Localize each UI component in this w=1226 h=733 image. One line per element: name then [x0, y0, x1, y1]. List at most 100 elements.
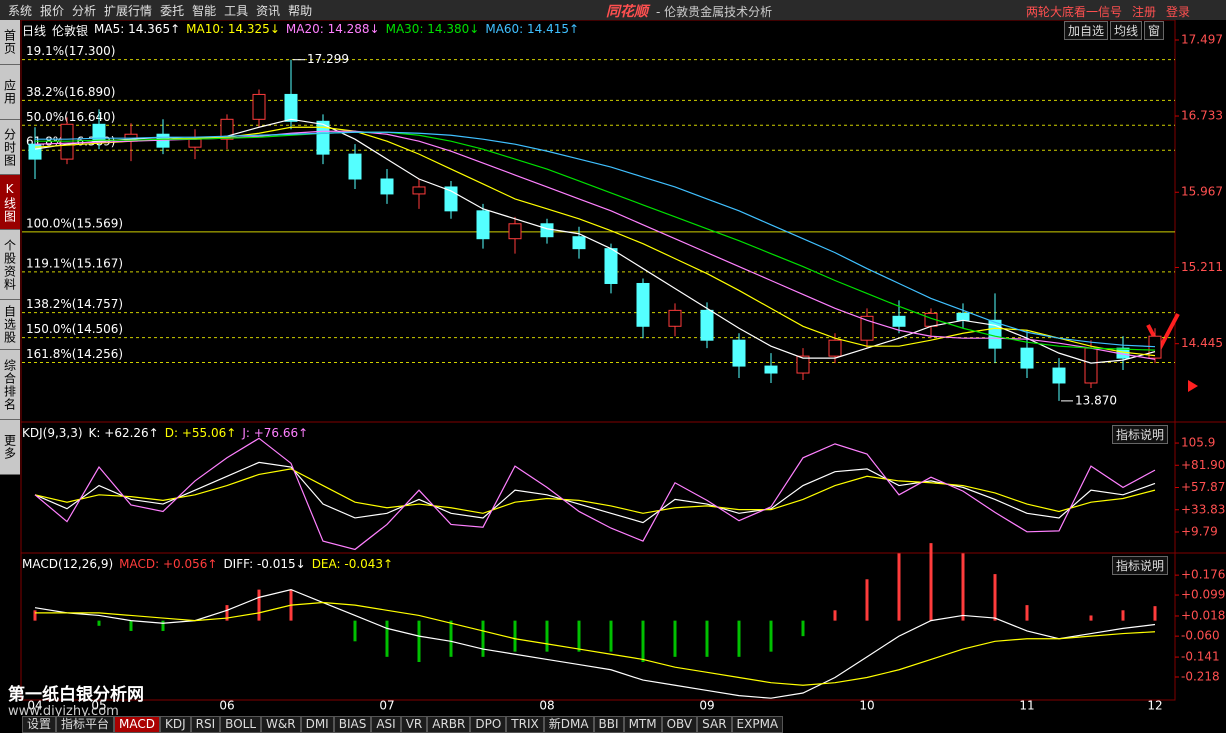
tab[interactable]: DMI: [300, 716, 334, 733]
legend-entry: D: +55.06↑: [164, 426, 237, 440]
x-tick-label: 10: [859, 699, 874, 713]
button[interactable]: 均线: [1110, 21, 1143, 40]
tab[interactable]: MACD: [114, 716, 161, 733]
buttons: 加自选 均线窗: [1064, 21, 1165, 40]
y-tick-label: +0.099: [1181, 588, 1225, 602]
menu-item[interactable]: 委托: [160, 3, 185, 18]
menu-bar: 系统 报价 分析 扩展行情 委托 智能 工具 资讯 帮助: [0, 0, 1226, 20]
y-tick-label: +9.79: [1181, 525, 1218, 539]
y-tick-label: +57.87: [1181, 480, 1225, 494]
ma-line: [35, 601, 1156, 686]
indicator-button[interactable]: 指标说明: [1112, 425, 1169, 444]
legend-entry: MA5: 14.365↑: [94, 22, 181, 36]
panel-title: MACD(12,26,9): [22, 557, 114, 571]
candle-body: [348, 153, 362, 180]
tab[interactable]: 设置: [22, 716, 57, 733]
tab[interactable]: 新DMA: [543, 716, 594, 733]
button[interactable]: 加自选: [1064, 21, 1109, 40]
tab[interactable]: TRIX: [506, 716, 544, 733]
ma-line: [34, 118, 1156, 364]
y-tick-label: +0.176: [1181, 568, 1225, 582]
y-tick-label: 17.497: [1181, 33, 1223, 47]
indicator-button[interactable]: 指标说明: [1112, 556, 1169, 575]
tab[interactable]: EXPMA: [731, 716, 784, 733]
arrow-icon: [1188, 380, 1198, 392]
candle-body: [764, 365, 778, 374]
panel-title: 伦敦银: [52, 24, 89, 38]
menu-link[interactable]: 两轮大底看一信号: [1025, 5, 1122, 19]
candle-body: [508, 223, 522, 240]
menu-right: 两轮大底看一信号 注册 登录: [1026, 3, 1190, 20]
side-tab[interactable]: 更多: [0, 420, 20, 475]
side-tab[interactable]: 分时图: [0, 120, 20, 175]
y-tick-label: 16.733: [1181, 109, 1223, 123]
period: 日线: [22, 24, 47, 38]
menu-item[interactable]: 工具: [224, 3, 249, 18]
high-label: 17.299: [307, 52, 349, 66]
side-tab[interactable]: 综合排名: [0, 350, 20, 420]
y-tick-label: -0.141: [1181, 650, 1220, 664]
menu-item[interactable]: 报价: [40, 3, 65, 18]
x-tick-label: 08: [539, 699, 554, 713]
tab[interactable]: BIAS: [333, 716, 372, 733]
tab[interactable]: OBV: [661, 716, 698, 733]
legend-entry: J: +76.66↑: [242, 426, 309, 440]
tab[interactable]: MTM: [623, 716, 662, 733]
watermark: www.diyizhy.com: [8, 704, 119, 719]
candle-body: [572, 236, 586, 250]
menu-item[interactable]: 扩展行情: [104, 3, 153, 18]
tab[interactable]: ARBR: [427, 716, 471, 733]
fib-label: 50.0%(16.640): [26, 110, 115, 124]
menu-link[interactable]: 注册: [1131, 5, 1156, 19]
candle-body: [380, 178, 394, 195]
menu-item[interactable]: 资讯: [256, 3, 281, 18]
side-tab[interactable]: K线图: [0, 175, 20, 230]
menu-item[interactable]: 系统: [8, 3, 33, 18]
legend-entry: DIFF: -0.015↓: [223, 557, 306, 571]
tab[interactable]: RSI: [190, 716, 221, 733]
ma-line: [35, 131, 1156, 348]
fib-label: 138.2%(14.757): [26, 297, 123, 311]
candle-body: [284, 93, 298, 122]
menu-item[interactable]: 分析: [72, 3, 97, 18]
tab[interactable]: BBI: [593, 716, 624, 733]
tab[interactable]: 指标平台: [56, 716, 115, 733]
button[interactable]: 窗: [1144, 21, 1165, 40]
candle-body: [956, 312, 970, 321]
x-tick-label: 07: [379, 699, 394, 713]
macd-header: MACD(12,26,9) MACD: +0.056↑ DIFF: -0.015↓ D…: [22, 557, 393, 571]
candle-body: [540, 223, 554, 238]
ma-line: [35, 131, 1156, 351]
candle-body: [636, 282, 650, 327]
low-label: 13.870: [1075, 393, 1117, 407]
tab[interactable]: VR: [400, 716, 428, 733]
side-tab[interactable]: 应用: [0, 65, 20, 120]
menu-link[interactable]: 登录: [1165, 5, 1190, 19]
menu-item[interactable]: 智能: [192, 3, 217, 18]
y-tick-label: -0.060: [1181, 629, 1220, 643]
legend-entry: MA10: 14.325↓: [186, 22, 280, 36]
legend-entry: MACD: +0.056↑: [119, 557, 218, 571]
x-tick-label: 05: [91, 699, 106, 713]
tab[interactable]: ASI: [371, 716, 401, 733]
logo: 同花顺: [606, 4, 648, 20]
fib-label: 19.1%(17.300): [26, 44, 115, 58]
tab[interactable]: DPO: [470, 716, 507, 733]
legend-entry: DEA: -0.043↑: [311, 557, 394, 571]
fib-label: 161.8%(14.256): [26, 347, 123, 361]
tab[interactable]: W&R: [261, 716, 301, 733]
tab[interactable]: KDJ: [160, 716, 191, 733]
tab[interactable]: SAR: [697, 716, 732, 733]
menu-item[interactable]: 帮助: [288, 3, 313, 18]
side-tab[interactable]: 自选股: [0, 300, 20, 350]
sidebar: 首页 应用 分时图 K线图 个股资料 自选股 综合排名 更多: [0, 20, 20, 475]
y-tick-label: +0.018: [1181, 608, 1225, 622]
candle-body: [732, 339, 746, 367]
ma-line: [34, 588, 1156, 699]
x-tick-label: 04: [27, 699, 42, 713]
side-tab[interactable]: 首页: [0, 20, 20, 65]
watermark: 第一纸白银分析网: [8, 685, 144, 705]
frame: [20, 19, 1176, 701]
tab[interactable]: BOLL: [220, 716, 262, 733]
side-tab[interactable]: 个股资料: [0, 230, 20, 300]
